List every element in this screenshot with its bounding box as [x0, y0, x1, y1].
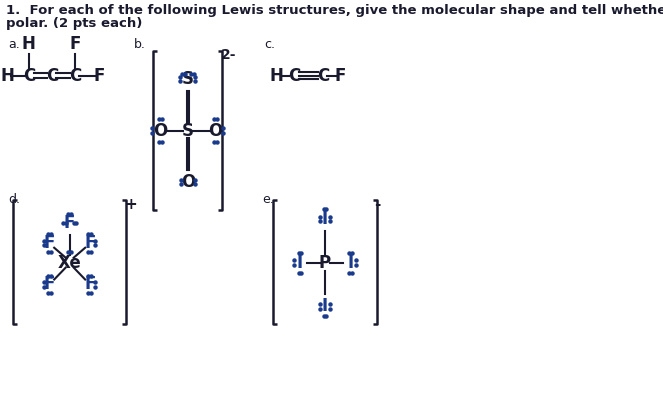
Text: F: F — [93, 67, 105, 85]
Text: I: I — [347, 254, 353, 272]
Text: S: S — [182, 122, 194, 139]
Text: O: O — [153, 122, 168, 139]
Text: H: H — [0, 67, 14, 85]
Text: H: H — [22, 35, 36, 53]
Text: C: C — [69, 67, 81, 85]
Text: P: P — [319, 254, 331, 272]
Text: -: - — [375, 197, 381, 212]
Text: F: F — [84, 234, 95, 252]
Text: b.: b. — [133, 38, 145, 51]
Text: e.: e. — [263, 193, 274, 206]
Text: F: F — [334, 67, 345, 85]
Text: d.: d. — [8, 193, 21, 206]
Text: H: H — [270, 67, 284, 85]
Text: I: I — [322, 297, 328, 315]
Text: F: F — [84, 276, 95, 293]
Text: a.: a. — [8, 38, 20, 51]
Text: C: C — [317, 67, 329, 85]
Text: F: F — [44, 276, 55, 293]
Text: 1.  For each of the following Lewis structures, give the molecular shape and tel: 1. For each of the following Lewis struc… — [6, 5, 663, 17]
Text: O: O — [181, 173, 195, 191]
Text: polar. (2 pts each): polar. (2 pts each) — [6, 17, 143, 30]
Text: 2-: 2- — [221, 48, 236, 62]
Text: +: + — [124, 197, 137, 212]
Text: C: C — [46, 67, 58, 85]
Text: C: C — [23, 67, 35, 85]
Text: F: F — [44, 234, 55, 252]
Text: S: S — [182, 70, 194, 88]
Text: F: F — [69, 35, 80, 53]
Text: O: O — [208, 122, 223, 139]
Text: F: F — [64, 214, 76, 232]
Text: C: C — [288, 67, 300, 85]
Text: c.: c. — [265, 38, 275, 51]
Text: I: I — [322, 210, 328, 228]
Text: Xe: Xe — [58, 254, 82, 272]
Text: I: I — [297, 254, 303, 272]
